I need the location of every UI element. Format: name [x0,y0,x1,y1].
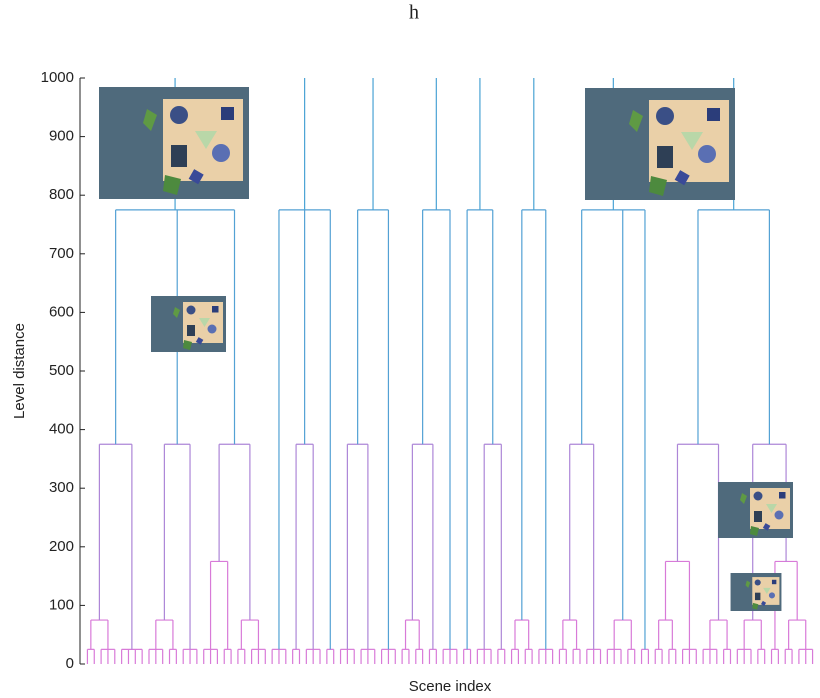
y-tick-label: 500 [49,362,74,379]
y-tick-label: 400 [49,421,74,438]
scene-thumbnail [99,87,249,199]
x-axis-label: Scene index [409,678,492,695]
page: {"chart_data": { "type": "dendrogram", "… [0,0,820,698]
chart: h Scene index Level distance 0 100 200 300 4… [0,0,820,698]
y-tick-label: 700 [49,245,74,262]
scene-thumbnail [731,573,782,611]
thumbnails [99,87,793,611]
y-tick-label: 1000 [41,69,74,86]
y-tick-label: 100 [49,596,74,613]
y-tick-label: 600 [49,303,74,320]
y-tick-label: 900 [49,128,74,145]
y-tick-label: 0 [66,655,74,672]
scene-thumbnail [151,296,226,352]
scene-thumbnail [585,88,735,200]
chart-title: h [409,2,419,24]
y-tick-label: 200 [49,538,74,555]
y-axis: 0 100 200 300 400 500 600 700 800 900 1000 [41,69,85,672]
y-tick-label: 300 [49,479,74,496]
y-tick-label: 800 [49,186,74,203]
y-axis-label: Level distance [11,323,28,419]
scene-thumbnail [718,482,793,538]
